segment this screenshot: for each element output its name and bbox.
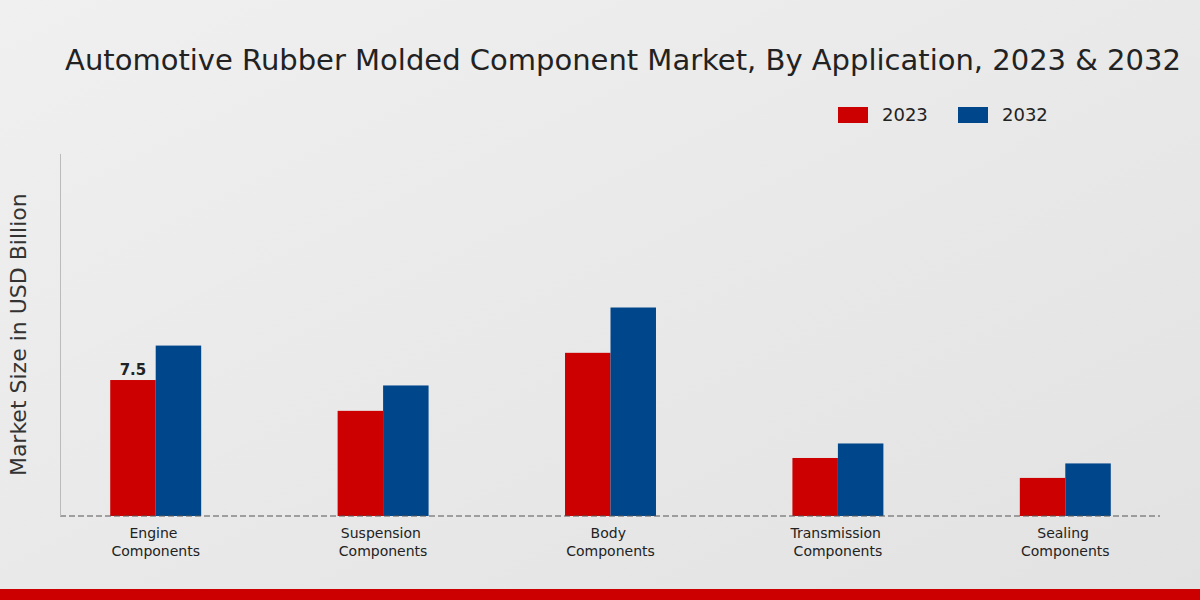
x-tick-label: Body Components: [566, 525, 655, 559]
x-tick-label-line: Components: [1021, 543, 1110, 559]
baseline: [60, 516, 1160, 517]
legend-label: 2023: [882, 104, 928, 125]
data-label: 7.5: [120, 361, 147, 379]
x-tick-label-line: Components: [111, 543, 200, 559]
chart: Automotive Rubber Molded Component Marke…: [0, 0, 1200, 600]
bar: [565, 353, 610, 516]
title: Automotive Rubber Molded Component Marke…: [65, 43, 1181, 77]
legend: 2023 2032: [838, 104, 1048, 125]
bar: [792, 458, 837, 516]
x-tick-label: Suspension Components: [339, 525, 428, 559]
x-tick-label-line: Sealing: [1037, 525, 1093, 541]
x-tick-label-line: Components: [339, 543, 428, 559]
y-axis: [60, 154, 61, 517]
bar: [110, 380, 155, 516]
legend-swatch: [958, 107, 988, 123]
x-tick: Suspension Components: [339, 516, 428, 559]
bar: [338, 411, 383, 516]
x-tick: Body Components: [566, 516, 655, 559]
bar: [383, 385, 428, 516]
x-tick-label-line: Suspension: [341, 525, 426, 541]
x-tick-label-line: Engine: [129, 525, 181, 541]
x-axis: Engine ComponentsSuspension ComponentsBo…: [43, 516, 1180, 559]
bar: [156, 346, 201, 516]
y-axis-line: [60, 154, 61, 517]
x-tick-label: Sealing Components: [1021, 525, 1110, 559]
x-tick-label: Engine Components: [111, 525, 200, 559]
footer-strip: [0, 589, 1200, 600]
bar: [1065, 463, 1110, 516]
background: [0, 0, 1200, 600]
bar: [1020, 478, 1065, 516]
x-axis-line: [43, 516, 1180, 517]
y-axis-title: Market Size in USD Billion: [6, 193, 31, 476]
x-tick-label-line: Body: [591, 525, 631, 541]
x-tick-label-line: Transmission: [789, 525, 885, 541]
bar: [838, 443, 883, 516]
legend-label: 2032: [1002, 104, 1048, 125]
x-tick: Sealing Components: [1021, 516, 1110, 559]
x-tick-label-line: Components: [794, 543, 883, 559]
legend-swatch: [838, 107, 868, 123]
x-tick-label: Transmission Components: [789, 525, 885, 559]
x-tick: Transmission Components: [789, 516, 885, 559]
x-tick-label-line: Components: [566, 543, 655, 559]
bars: [110, 308, 1111, 516]
x-tick: Engine Components: [111, 516, 200, 559]
bar: [611, 308, 656, 516]
